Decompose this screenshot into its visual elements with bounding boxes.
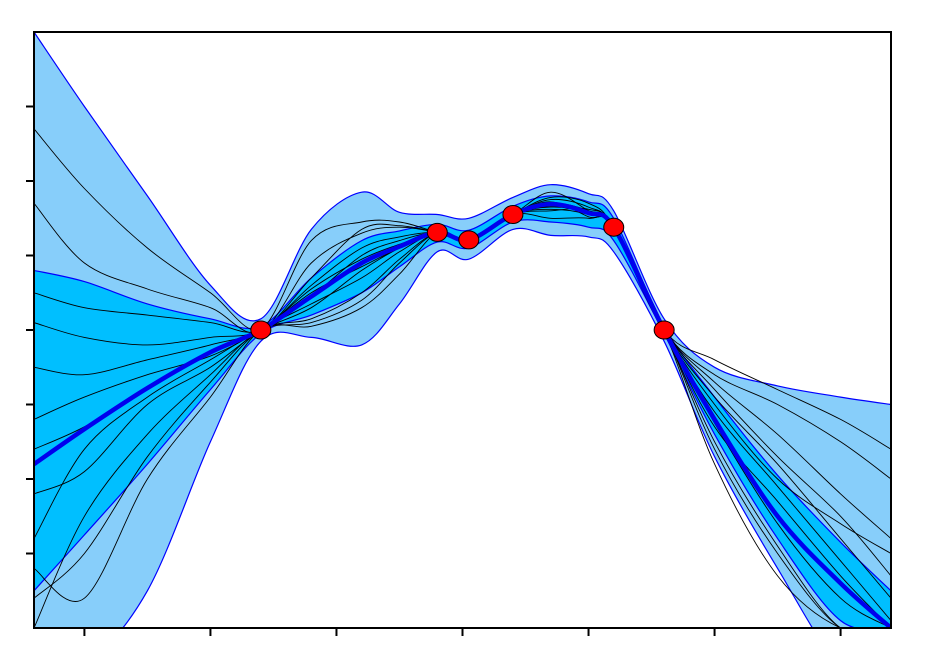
observation-point-2 <box>426 222 448 242</box>
observation-point-5 <box>603 217 625 237</box>
observations <box>250 205 675 340</box>
observation-point-3 <box>458 230 480 250</box>
observation-point-1 <box>250 320 272 340</box>
y-axis-ticks <box>26 105 34 555</box>
plot-area <box>34 32 891 628</box>
mean-line <box>34 201 891 628</box>
x-axis-ticks <box>83 628 842 636</box>
observation-point-6 <box>653 320 675 340</box>
observation-point-4 <box>502 205 524 225</box>
